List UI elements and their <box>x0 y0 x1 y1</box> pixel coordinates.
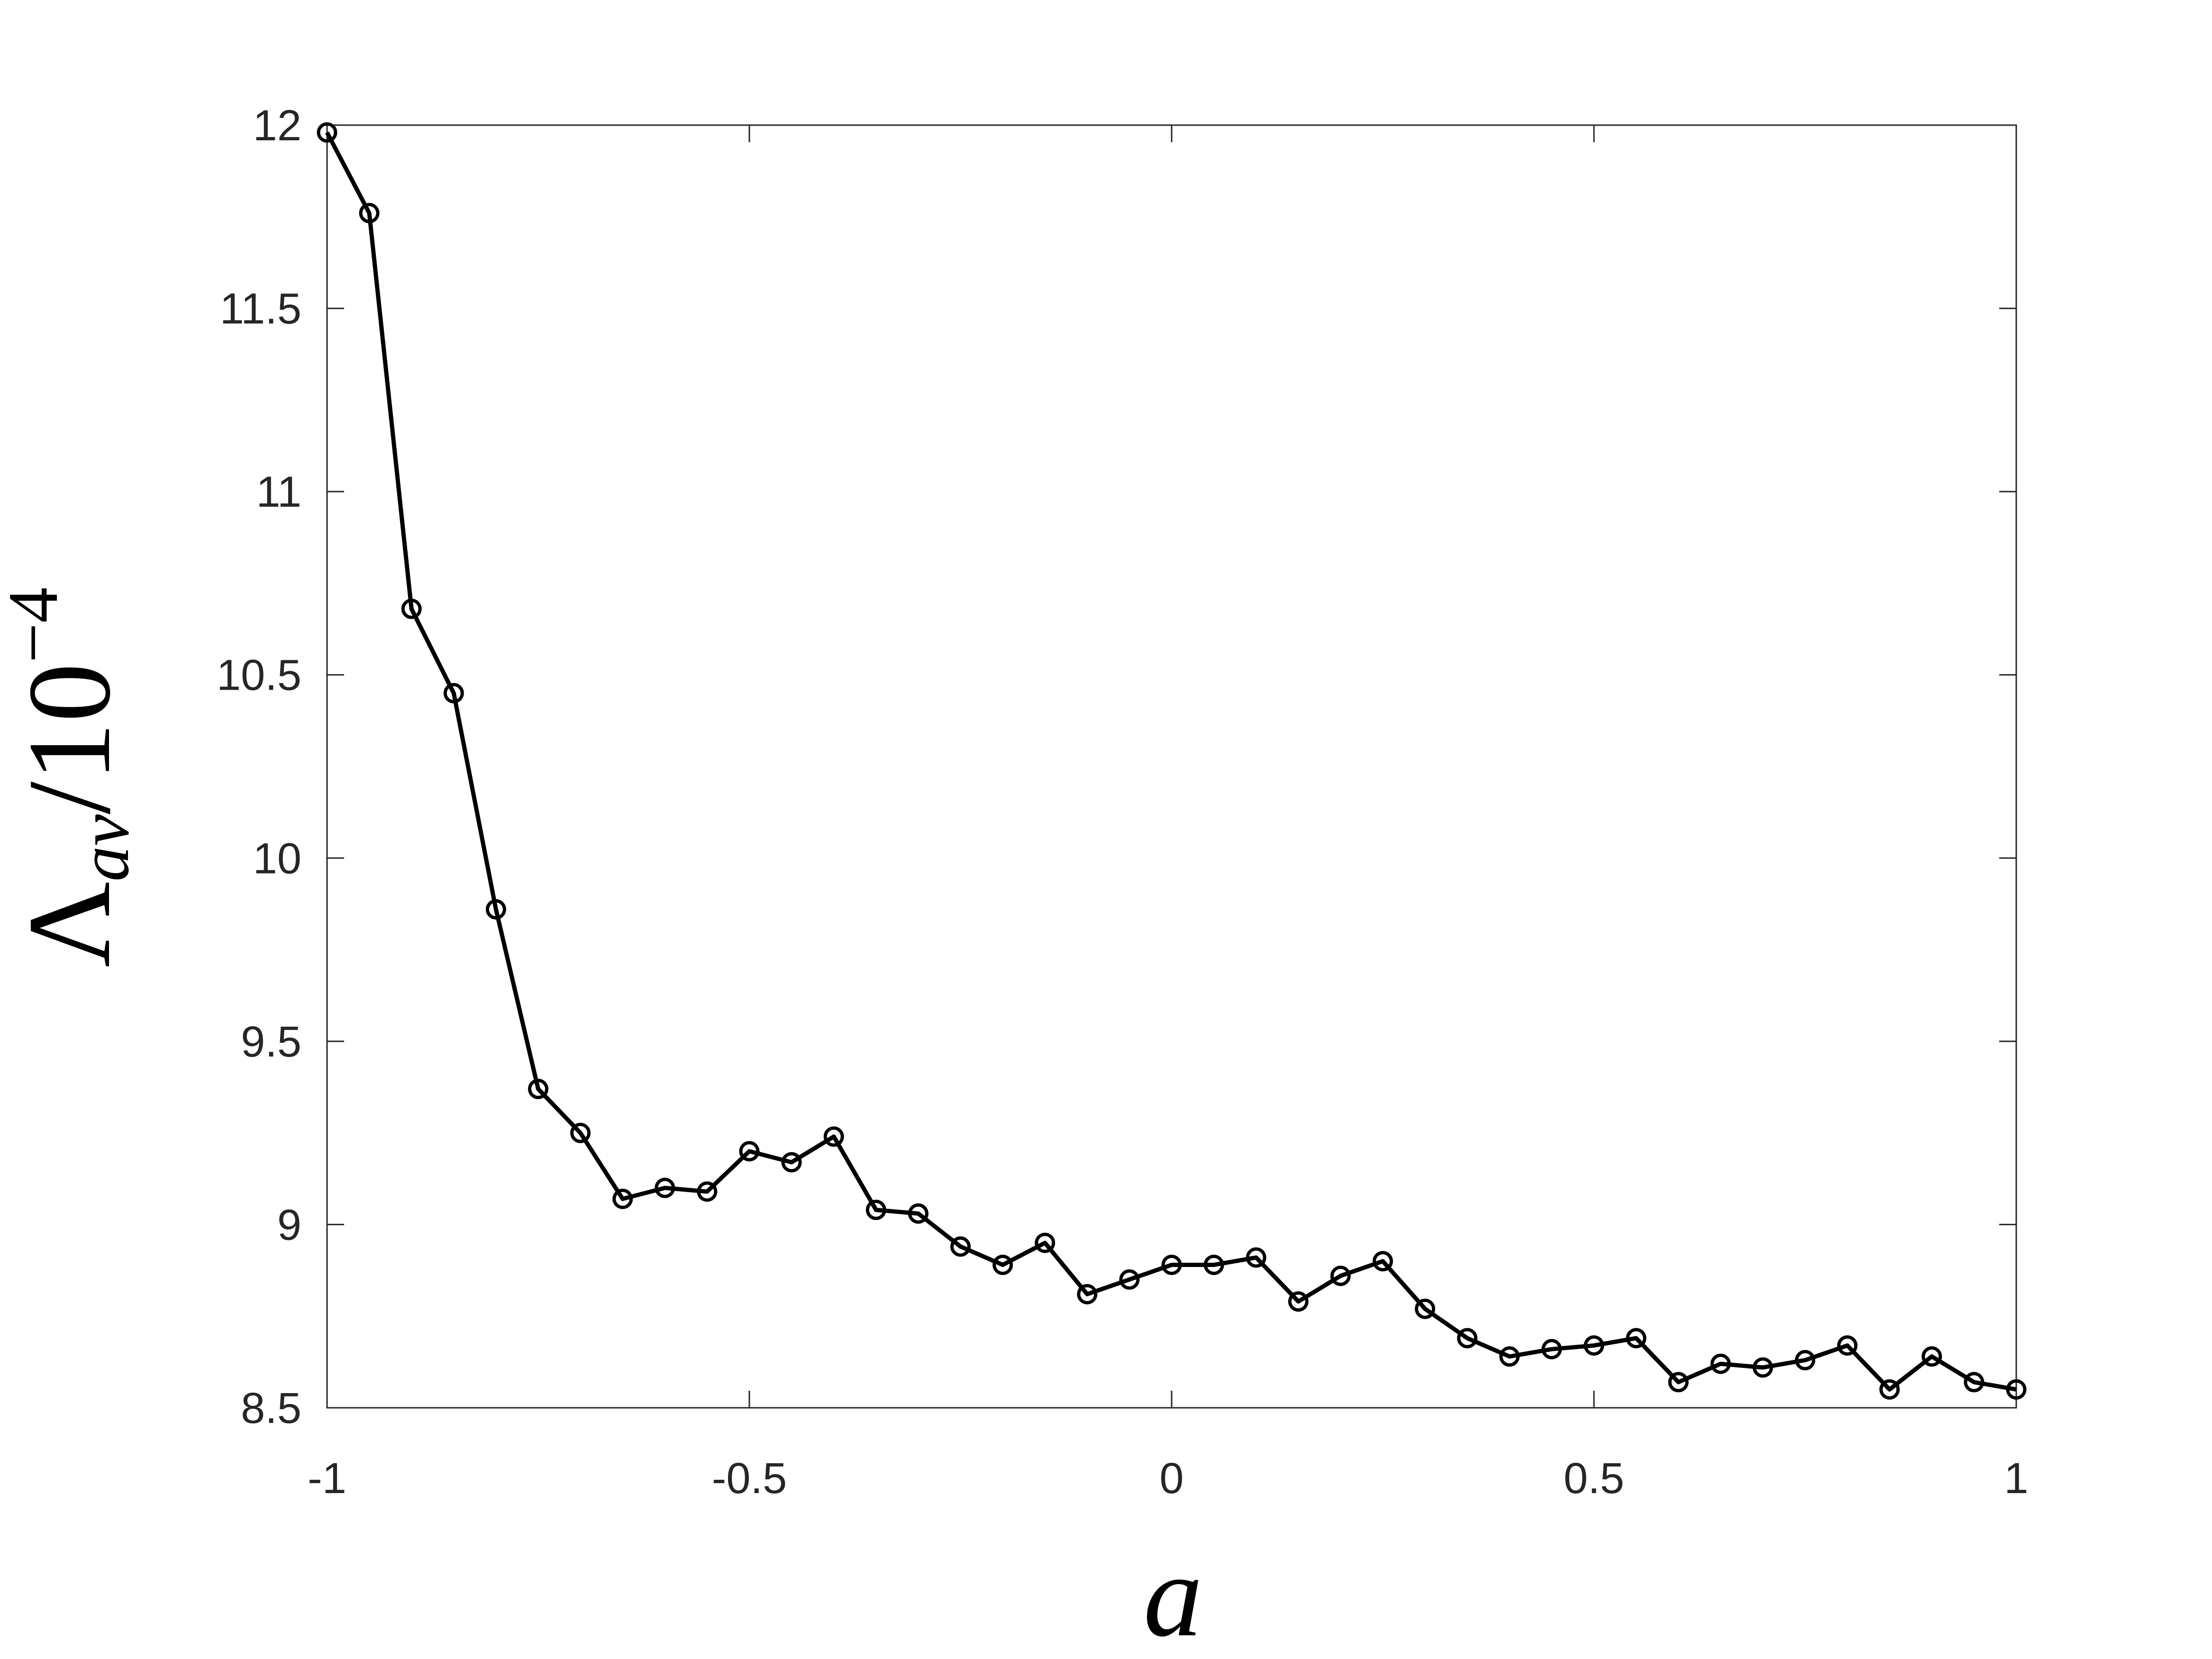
y-tick-label: 12 <box>253 101 301 150</box>
data-point <box>908 1203 928 1224</box>
data-point <box>1879 1379 1900 1400</box>
data-point <box>697 1181 718 1202</box>
x-tick-label: 0.5 <box>1564 1454 1624 1503</box>
data-point <box>1752 1357 1773 1378</box>
data-point <box>739 1141 760 1162</box>
data-point <box>1288 1291 1309 1312</box>
data-point <box>1837 1335 1858 1356</box>
data-point <box>865 1200 886 1221</box>
y-tick-label: 11 <box>256 468 301 516</box>
x-axis-label: a <box>1144 1530 1203 1659</box>
y-tick-label: 9.5 <box>241 1018 301 1066</box>
data-point <box>612 1188 633 1209</box>
y-label-base: Λ <box>4 882 135 967</box>
data-point <box>359 203 380 224</box>
x-tick-label: -1 <box>308 1454 346 1503</box>
data-point <box>655 1177 675 1198</box>
data-point <box>317 122 337 143</box>
data-point <box>2006 1379 2027 1400</box>
data-point <box>1035 1232 1056 1253</box>
y-label-mid: /10 <box>4 663 135 814</box>
y-tick-label: 10.5 <box>217 651 301 700</box>
x-tick-label: 1 <box>2004 1454 2028 1503</box>
data-point <box>401 599 422 620</box>
y-tick-label: 9 <box>277 1201 301 1249</box>
data-point <box>485 899 506 920</box>
data-point <box>1668 1372 1689 1393</box>
data-point <box>1584 1335 1604 1356</box>
data-point <box>1077 1284 1098 1304</box>
data-point <box>1161 1254 1182 1275</box>
data-point <box>443 683 464 703</box>
data-point <box>1457 1328 1478 1349</box>
data-point <box>1246 1247 1266 1268</box>
data-line <box>325 131 2017 1392</box>
data-point <box>1203 1254 1224 1275</box>
data-point <box>1415 1298 1436 1319</box>
data-point <box>1921 1346 1942 1367</box>
x-tick-label: -0.5 <box>712 1454 787 1503</box>
data-point <box>823 1126 844 1147</box>
y-label-sub: av <box>65 814 144 882</box>
y-tick-label: 10 <box>253 834 301 883</box>
data-point <box>1964 1372 1984 1393</box>
data-point <box>1330 1266 1351 1286</box>
data-point <box>1119 1269 1140 1290</box>
data-point <box>992 1254 1013 1275</box>
data-point <box>781 1152 802 1173</box>
y-tick-label: 8.5 <box>241 1384 301 1432</box>
data-point <box>1710 1353 1731 1374</box>
x-tick-label: 0 <box>1159 1454 1183 1503</box>
data-point <box>1499 1346 1520 1367</box>
data-point <box>1541 1339 1562 1359</box>
data-point <box>950 1236 971 1257</box>
data-point <box>528 1078 548 1099</box>
data-point <box>570 1122 591 1143</box>
data-point <box>1795 1349 1815 1370</box>
y-label-sup: −4 <box>0 587 73 663</box>
data-point <box>1373 1251 1393 1272</box>
y-tick-label: 11.5 <box>220 285 301 333</box>
data-point <box>1626 1328 1647 1349</box>
y-axis-label: Λav/10−4 <box>0 587 144 967</box>
